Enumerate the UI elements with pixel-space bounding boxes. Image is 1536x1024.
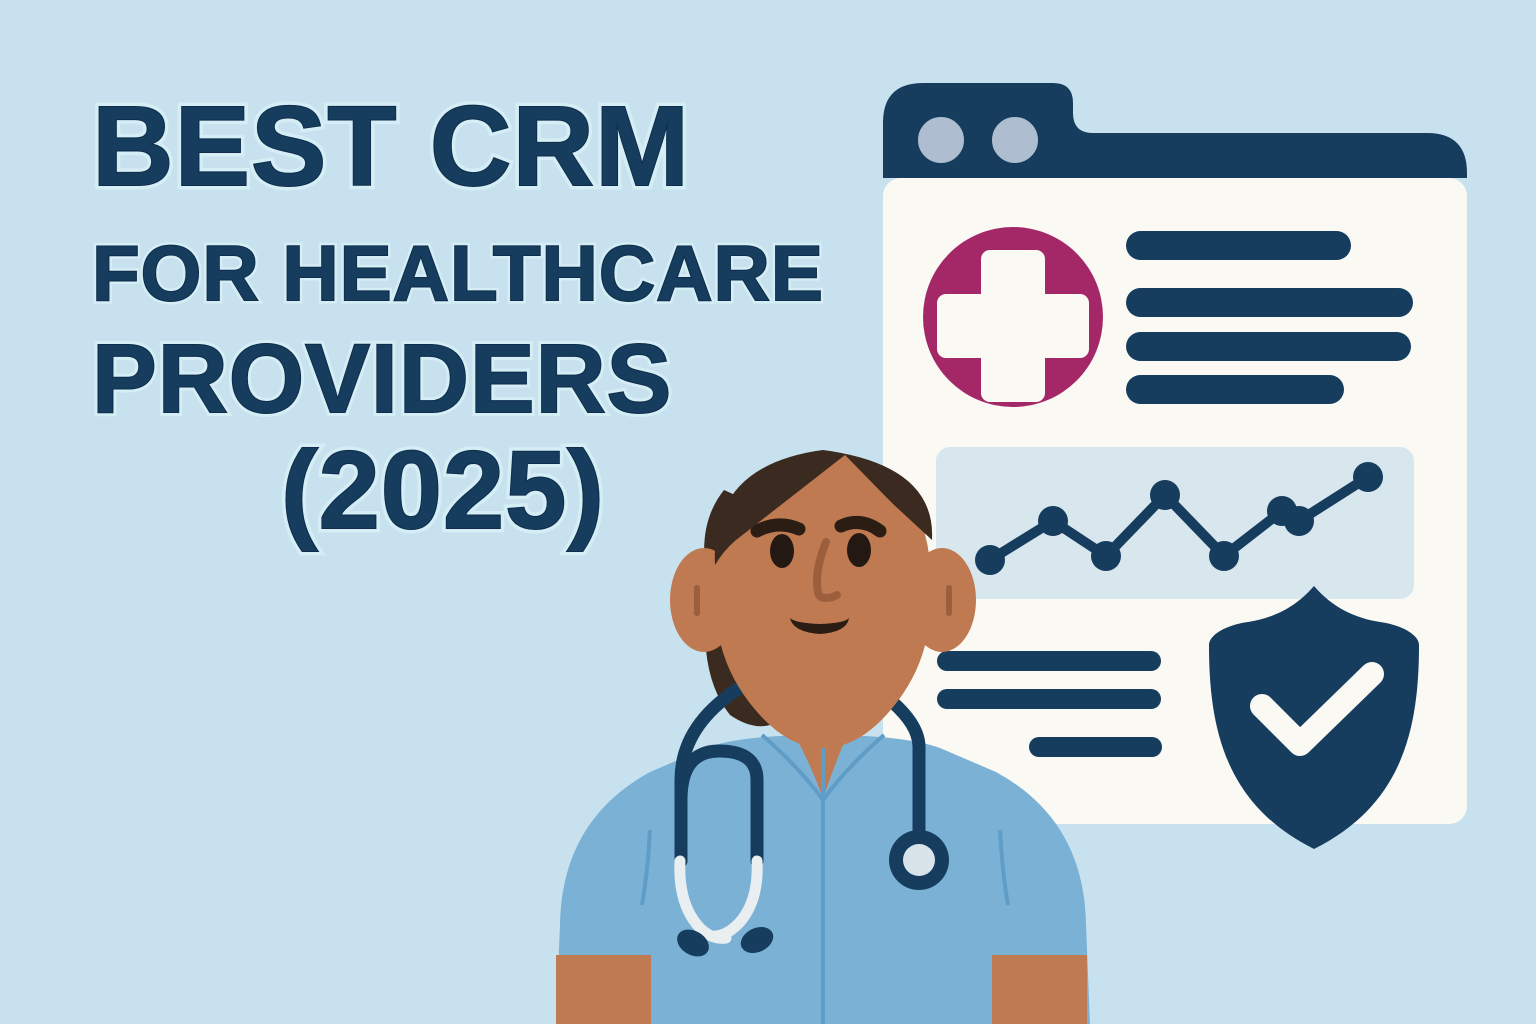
svg-text:PROVIDERS: PROVIDERS bbox=[92, 324, 672, 433]
svg-text:(2025): (2025) bbox=[281, 429, 605, 552]
svg-text:FOR HEALTHCARE: FOR HEALTHCARE bbox=[92, 229, 824, 317]
svg-text:BEST CRM: BEST CRM bbox=[92, 83, 690, 209]
